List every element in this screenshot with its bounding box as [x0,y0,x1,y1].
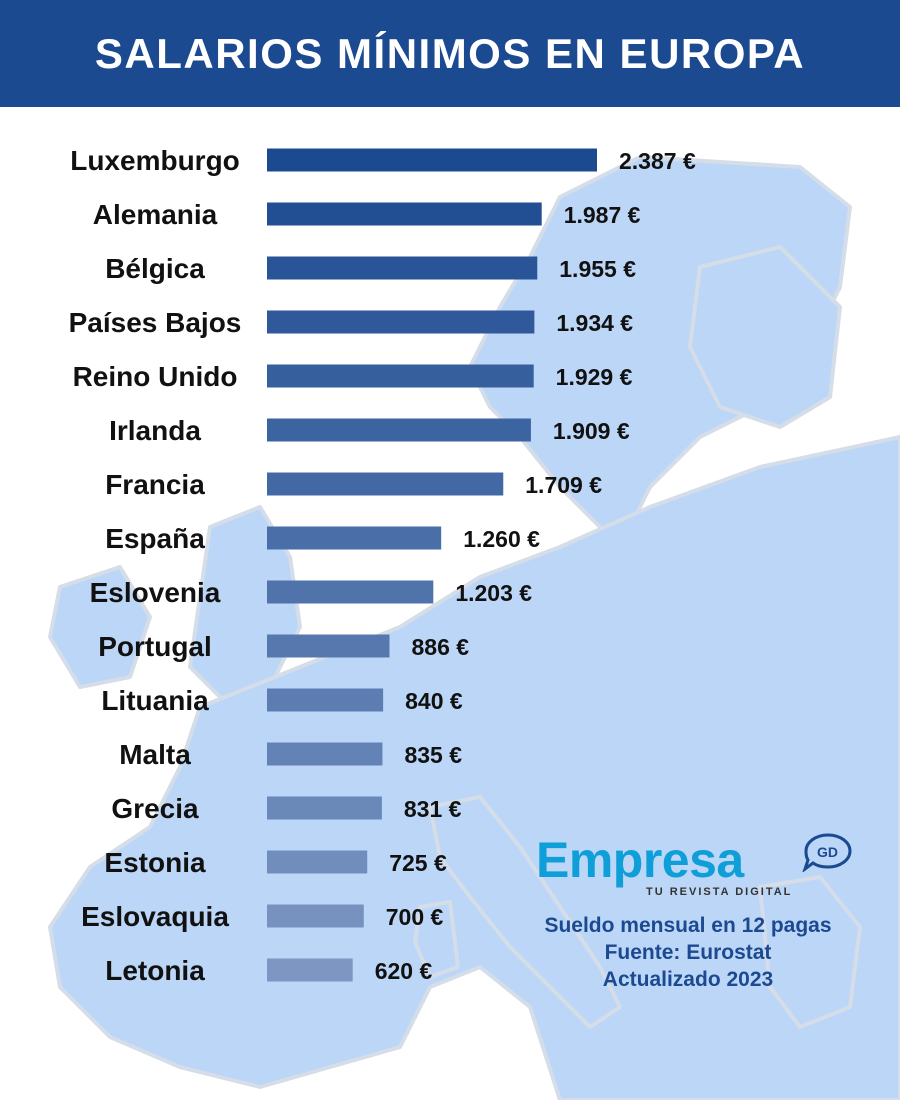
italy-shape [428,795,622,1029]
bar-eslovaquia [267,904,364,928]
value-label-portugal: 886 € [411,634,469,660]
brand-tagline: TU REVISTA DIGITAL [646,886,793,898]
value-label-belgica: 1.955 € [559,256,636,282]
category-label-eslovaquia: Eslovaquia [81,901,229,932]
value-label-paises-bajos: 1.934 € [556,310,633,336]
bar-malta [267,742,383,766]
bar-luxemburgo [267,148,597,172]
category-label-alemania: Alemania [93,199,218,230]
page-title: SALARIOS MÍNIMOS EN EUROPA [0,0,900,107]
value-label-francia: 1.709 € [525,472,602,498]
value-label-espana: 1.260 € [463,526,540,552]
bar-grecia [267,796,382,820]
value-label-grecia: 831 € [404,796,462,822]
category-label-belgica: Bélgica [105,253,205,284]
bar-portugal [267,634,390,658]
category-label-malta: Malta [119,739,191,770]
category-label-lituania: Lituania [101,685,209,716]
bar-belgica [267,256,538,280]
category-label-portugal: Portugal [98,631,212,662]
brand-badge: GD [817,844,838,860]
brand-name: Empresa [536,832,744,888]
value-label-eslovenia: 1.203 € [455,580,532,606]
category-label-paises-bajos: Países Bajos [69,307,242,338]
category-label-eslovenia: Eslovenia [90,577,221,608]
value-label-malta: 835 € [404,742,462,768]
bar-letonia [267,958,353,982]
chart-notes: Sueldo mensual en 12 pagas Fuente: Euros… [520,912,856,993]
value-label-letonia: 620 € [375,958,433,984]
bar-espana [267,526,442,550]
note-source: Fuente: Eurostat [604,941,772,964]
continent-shape [48,435,900,1100]
bar-irlanda [267,418,531,442]
sardinia-shape [413,900,460,979]
bars-group: Luxemburgo 2.387 € Alemania 1.987 € Bélgica 1… [69,145,696,986]
brand-logo: Empresa GD TU REVISTA DIGITAL [536,832,856,902]
value-label-alemania: 1.987 € [564,202,641,228]
value-label-luxemburgo: 2.387 € [619,148,696,174]
bar-reino-unido [267,364,534,388]
category-label-espana: España [105,523,205,554]
bar-alemania [267,202,542,226]
bar-eslovenia [267,580,434,604]
category-label-estonia: Estonia [104,847,206,878]
note-updated: Actualizado 2023 [602,968,774,991]
bar-lituania [267,688,384,712]
value-label-eslovaquia: 700 € [386,904,444,930]
bar-paises-bajos [267,310,535,334]
bar-francia [267,472,504,496]
note-pay-basis: Sueldo mensual en 12 pagas [544,914,832,937]
value-label-lituania: 840 € [405,688,463,714]
speech-bubble-icon [802,833,852,872]
bar-estonia [267,850,368,874]
value-label-estonia: 725 € [389,850,447,876]
category-label-reino-unido: Reino Unido [73,361,238,392]
greece-shape [758,875,862,1029]
category-label-grecia: Grecia [111,793,199,824]
value-label-reino-unido: 1.929 € [556,364,633,390]
category-label-letonia: Letonia [105,955,205,986]
category-label-luxemburgo: Luxemburgo [70,145,240,176]
value-label-irlanda: 1.909 € [553,418,630,444]
ireland-shape [48,565,152,689]
category-label-francia: Francia [105,469,205,500]
category-label-irlanda: Irlanda [109,415,201,446]
finland-shape [688,245,842,429]
